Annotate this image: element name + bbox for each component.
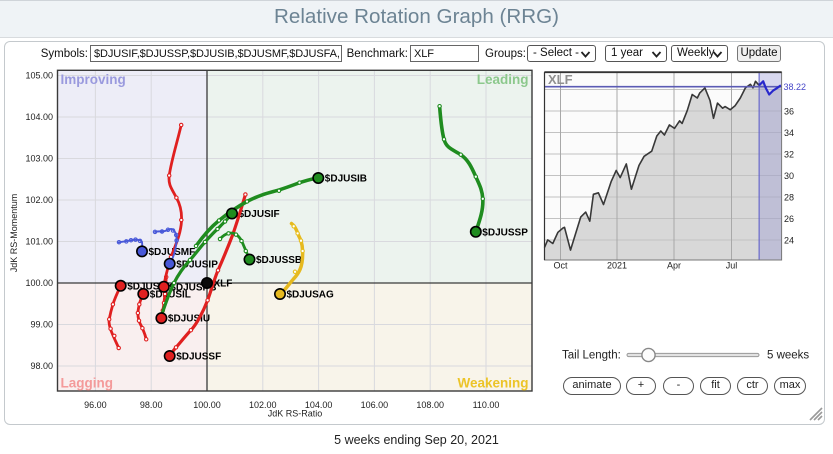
svg-text:26: 26 bbox=[784, 214, 794, 224]
svg-text:102.00: 102.00 bbox=[249, 400, 277, 410]
svg-text:99.00: 99.00 bbox=[30, 320, 53, 330]
svg-text:Tail Length:: Tail Length: bbox=[562, 350, 621, 362]
svg-text:Oct: Oct bbox=[553, 261, 568, 271]
svg-text:XLF: XLF bbox=[214, 279, 233, 290]
svg-text:$DJUSSP: $DJUSSP bbox=[482, 227, 528, 238]
svg-text:$DJUSIB: $DJUSIB bbox=[325, 174, 367, 185]
svg-text:110.00: 110.00 bbox=[473, 400, 500, 410]
svg-text:$DJUSSF: $DJUSSF bbox=[176, 352, 221, 363]
svg-text:Improving: Improving bbox=[61, 72, 126, 87]
svg-text:104.00: 104.00 bbox=[305, 400, 333, 410]
svg-text:$DJUSSB: $DJUSSB bbox=[256, 255, 302, 266]
svg-text:105.00: 105.00 bbox=[25, 71, 53, 81]
svg-text:98.00: 98.00 bbox=[30, 361, 53, 371]
svg-text:Weakening: Weakening bbox=[457, 376, 528, 391]
svg-text:$DJUSBK: $DJUSBK bbox=[127, 281, 174, 292]
svg-text:36: 36 bbox=[784, 107, 794, 117]
svg-text:32: 32 bbox=[784, 150, 794, 160]
svg-text:100.00: 100.00 bbox=[193, 400, 221, 410]
svg-text:28: 28 bbox=[784, 193, 794, 203]
svg-text:$DJUSIF: $DJUSIF bbox=[239, 209, 280, 220]
svg-text:2021: 2021 bbox=[607, 261, 627, 271]
svg-text:$DJUSPB: $DJUSPB bbox=[170, 282, 216, 293]
svg-text:38.22: 38.22 bbox=[784, 82, 807, 92]
svg-text:104.00: 104.00 bbox=[25, 112, 53, 122]
svg-text:XLF: XLF bbox=[548, 72, 573, 87]
svg-text:103.00: 103.00 bbox=[25, 154, 53, 164]
svg-text:96.00: 96.00 bbox=[84, 400, 107, 410]
svg-text:$DJUSIP: $DJUSIP bbox=[176, 259, 218, 270]
svg-text:101.00: 101.00 bbox=[25, 237, 53, 247]
svg-text:Apr: Apr bbox=[667, 261, 681, 271]
svg-text:100.00: 100.00 bbox=[25, 278, 53, 288]
svg-text:Jul: Jul bbox=[726, 261, 738, 271]
svg-text:$DJUSAG: $DJUSAG bbox=[287, 290, 334, 301]
svg-text:34: 34 bbox=[784, 128, 794, 138]
svg-text:5 weeks: 5 weeks bbox=[767, 350, 809, 362]
svg-text:108.00: 108.00 bbox=[416, 400, 444, 410]
svg-text:JdK RS-Momentum: JdK RS-Momentum bbox=[9, 194, 19, 273]
svg-text:24: 24 bbox=[784, 236, 794, 246]
svg-text:$DJUSIU: $DJUSIU bbox=[168, 314, 210, 325]
svg-text:98.00: 98.00 bbox=[140, 400, 163, 410]
svg-text:30: 30 bbox=[784, 171, 794, 181]
svg-text:Lagging: Lagging bbox=[61, 376, 114, 391]
svg-text:102.00: 102.00 bbox=[25, 195, 53, 205]
svg-text:106.00: 106.00 bbox=[361, 400, 389, 410]
svg-text:Leading: Leading bbox=[477, 72, 529, 87]
svg-text:JdK RS-Ratio: JdK RS-Ratio bbox=[268, 409, 323, 419]
